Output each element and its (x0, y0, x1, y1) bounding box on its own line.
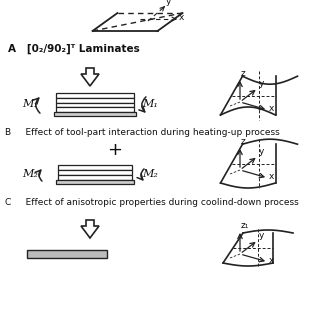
Text: M₂: M₂ (22, 169, 38, 179)
Bar (56, 103, 134, 108)
Text: M₁: M₁ (142, 99, 158, 109)
Polygon shape (81, 68, 99, 86)
Text: y: y (166, 0, 172, 6)
Text: M₂: M₂ (142, 169, 158, 179)
Bar (56, 180, 134, 184)
Text: x: x (269, 256, 274, 265)
Text: z₁: z₁ (241, 221, 249, 230)
Text: +: + (108, 141, 123, 159)
Text: z: z (241, 69, 246, 78)
Text: z: z (241, 137, 246, 146)
Text: y: y (259, 79, 264, 88)
Bar (58, 170, 132, 175)
Text: y: y (259, 147, 264, 156)
Text: M₁: M₁ (22, 99, 38, 109)
Bar (27, 250, 107, 258)
Bar (58, 175, 132, 180)
Text: C     Effect of anisotropic properties during coolind-down process: C Effect of anisotropic properties durin… (5, 198, 299, 207)
Bar (56, 93, 134, 98)
Text: B     Effect of tool-part interaction during heating-up process: B Effect of tool-part interaction during… (5, 128, 280, 137)
Bar (56, 108, 134, 112)
Bar (54, 112, 136, 116)
Text: x: x (179, 13, 184, 22)
Text: x: x (269, 104, 274, 113)
Text: A   [0₂/90₂]ᵀ Laminates: A [0₂/90₂]ᵀ Laminates (8, 44, 140, 54)
Bar (58, 165, 132, 170)
Text: x: x (269, 172, 274, 181)
Polygon shape (81, 220, 99, 238)
Text: y: y (259, 231, 264, 240)
Bar (56, 98, 134, 103)
